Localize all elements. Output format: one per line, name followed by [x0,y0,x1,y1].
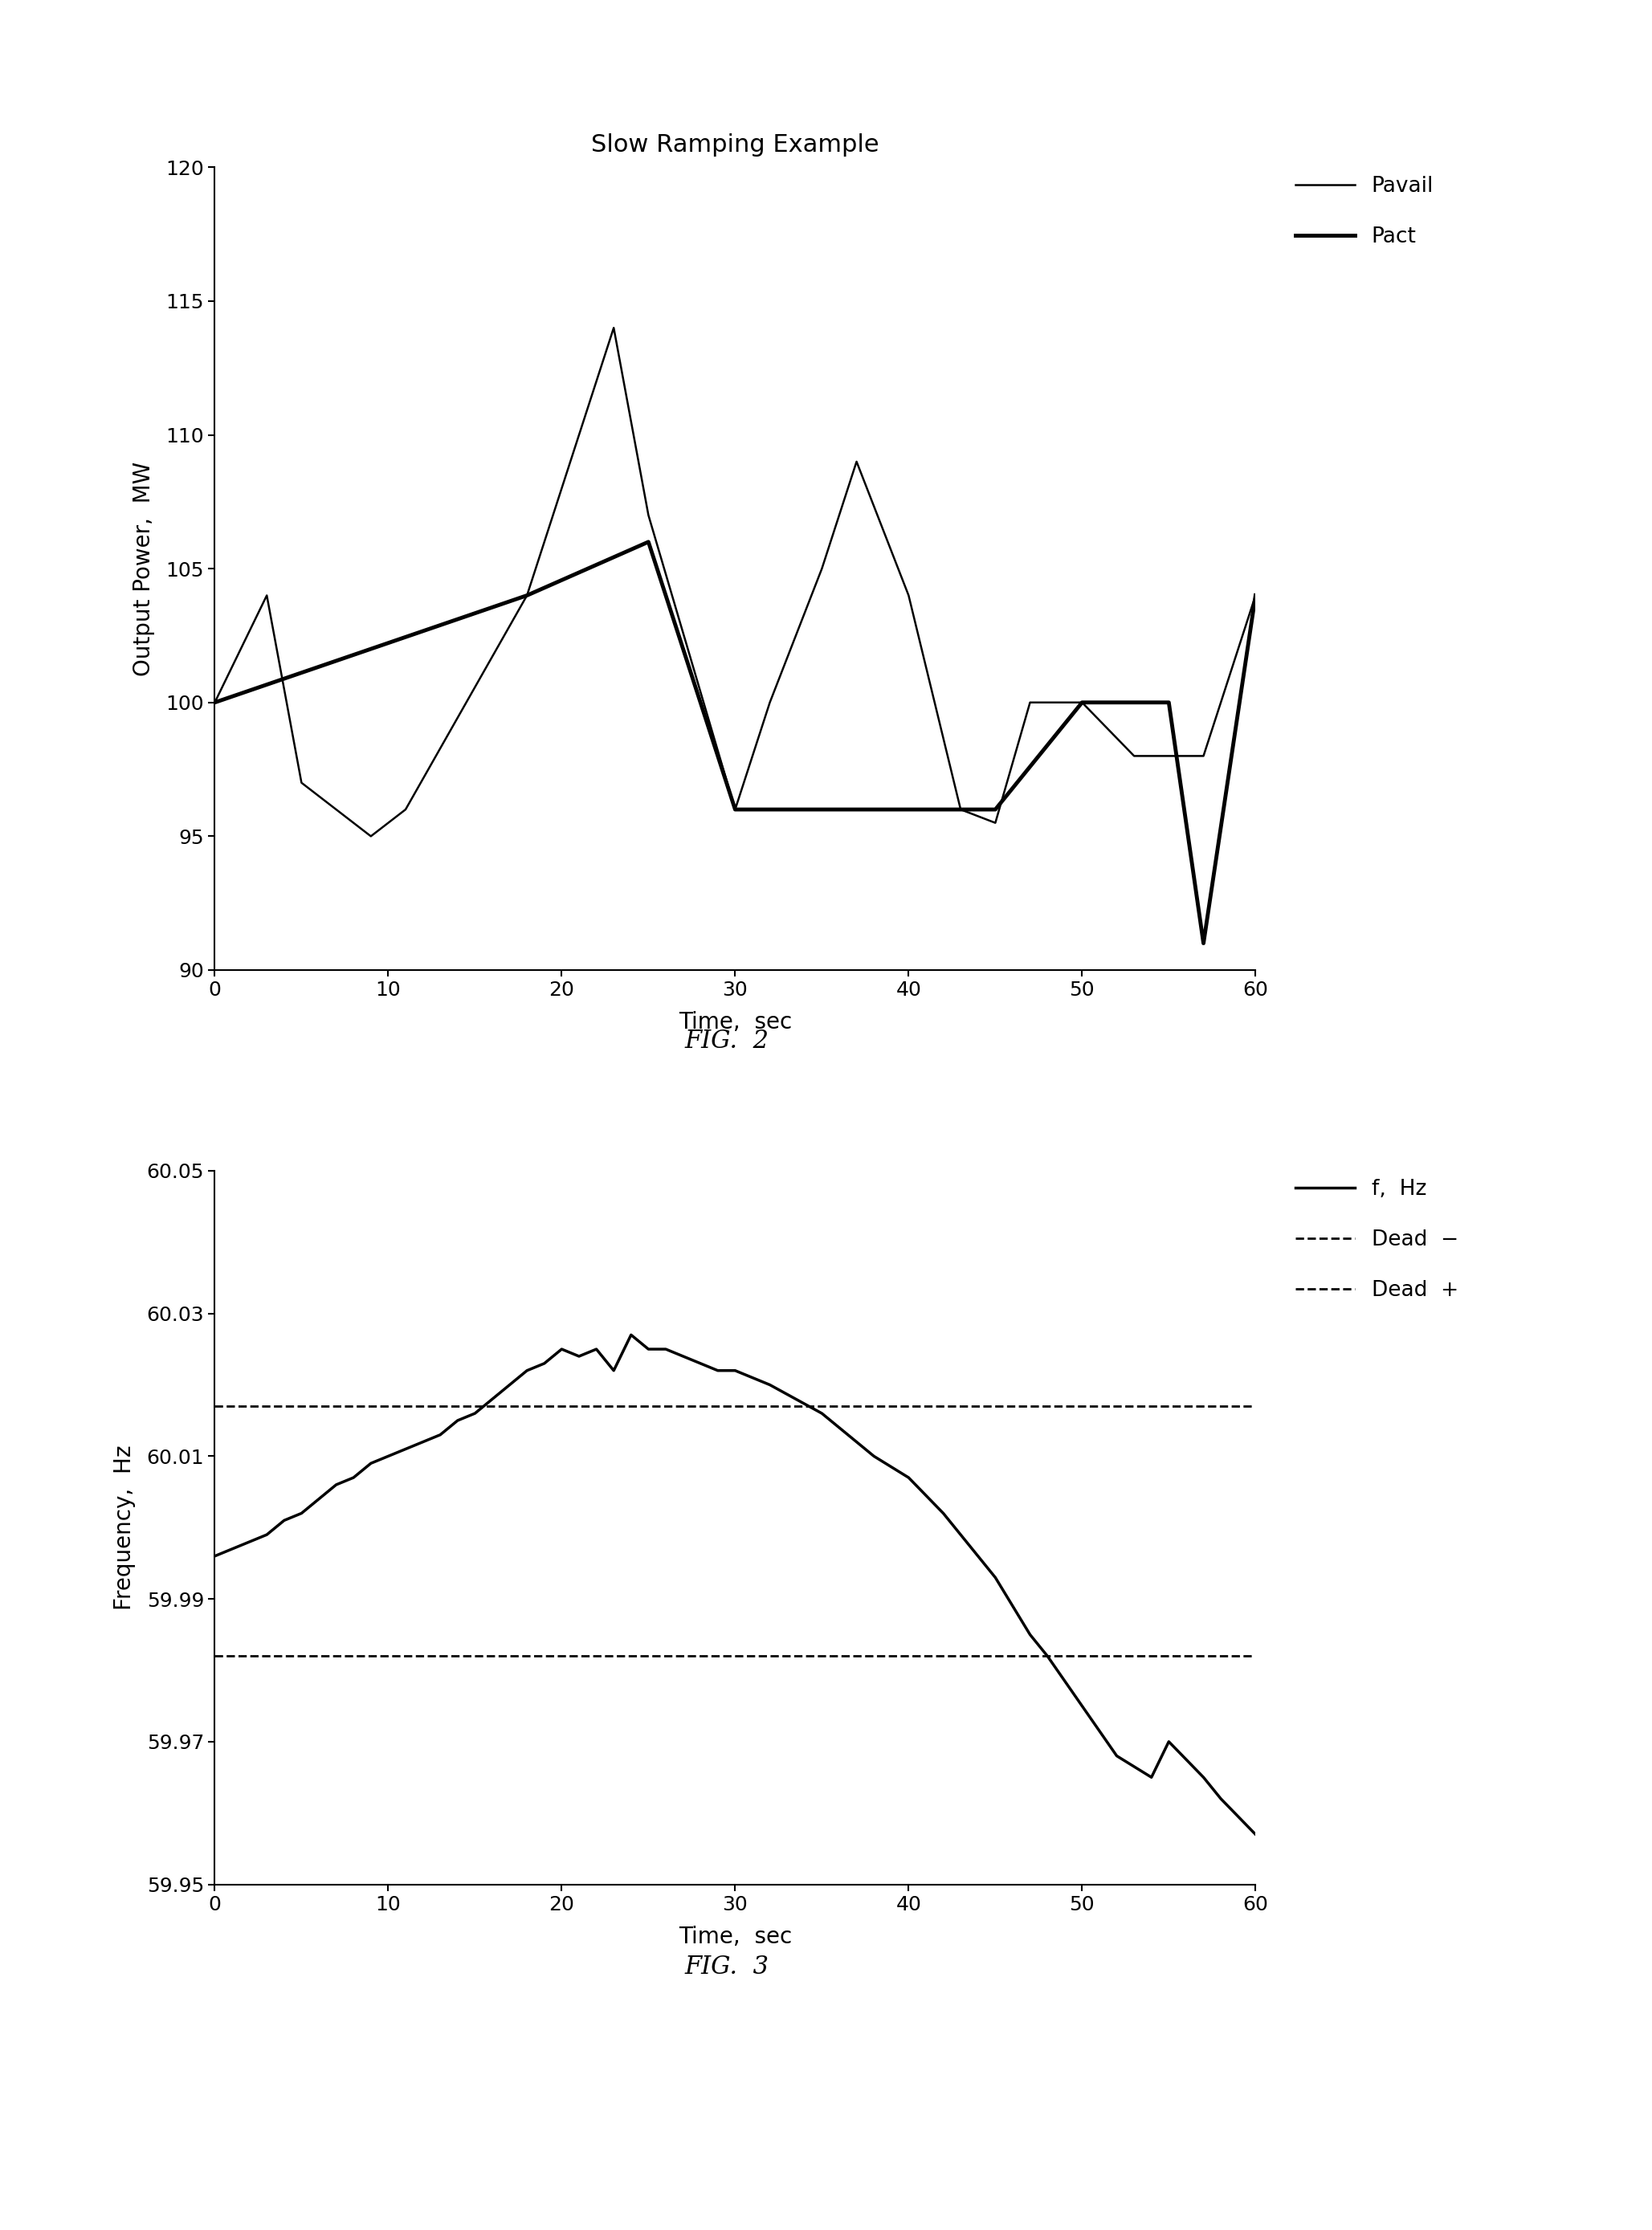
f,  Hz [291,1501,311,1528]
f,  Hz [985,1563,1004,1590]
f,  Hz [1211,1786,1231,1813]
f,  Hz [760,1371,780,1398]
f,  Hz [638,1336,657,1363]
Pact [205,689,225,716]
Pavail [760,689,780,716]
f,  Hz [725,1358,745,1385]
f,  Hz [535,1349,555,1376]
Line: Pact: Pact [215,542,1256,943]
Pact [1072,689,1092,716]
Pavail [950,796,970,823]
Pavail [725,796,745,823]
X-axis label: Time,  sec: Time, sec [679,1924,791,1947]
f,  Hz [274,1507,294,1534]
f,  Hz [1107,1742,1127,1768]
Pavail [360,823,380,850]
f,  Hz [605,1358,624,1385]
f,  Hz [707,1358,727,1385]
Pavail [846,448,866,475]
Legend: Pavail, Pact: Pavail, Pact [1287,167,1442,256]
f,  Hz [378,1443,398,1470]
f,  Hz [448,1407,468,1434]
f,  Hz [811,1400,831,1427]
f,  Hz [327,1472,347,1499]
Pavail [638,502,657,529]
Pavail [1072,689,1092,716]
f,  Hz [656,1336,676,1363]
f,  Hz [221,1536,243,1563]
Pact [725,796,745,823]
f,  Hz [1193,1764,1213,1791]
Pact [517,582,537,609]
f,  Hz [517,1358,537,1385]
f,  Hz [691,1349,710,1376]
f,  Hz [1158,1728,1178,1755]
Pavail [258,582,278,609]
f,  Hz [499,1371,519,1398]
Line: Pavail: Pavail [215,328,1256,836]
Pavail [1246,582,1265,609]
Pact [1158,689,1178,716]
f,  Hz [430,1421,449,1447]
Pavail [605,314,624,341]
f,  Hz [864,1443,884,1470]
Dead  − [221,1644,243,1670]
f,  Hz [205,1543,225,1570]
f,  Hz [933,1501,953,1528]
Pact [985,796,1004,823]
Pavail [517,582,537,609]
f,  Hz [1072,1693,1092,1719]
f,  Hz [258,1521,278,1548]
f,  Hz [413,1429,433,1456]
Title: Slow Ramping Example: Slow Ramping Example [591,134,879,156]
Pact [1246,582,1265,609]
f,  Hz [344,1465,363,1492]
Pavail [1019,689,1041,716]
Pavail [1123,743,1143,769]
Pavail [811,555,831,582]
Dead  − [205,1644,225,1670]
Y-axis label: Frequency,  Hz: Frequency, Hz [112,1445,135,1610]
f,  Hz [586,1336,606,1363]
f,  Hz [899,1465,919,1492]
Y-axis label: Output Power,  MW: Output Power, MW [132,462,155,676]
Pavail [985,809,1004,836]
Text: FIG.  2: FIG. 2 [684,1028,770,1055]
Pavail [327,796,347,823]
X-axis label: Time,  sec: Time, sec [679,1010,791,1032]
f,  Hz [396,1436,416,1463]
f,  Hz [1142,1764,1161,1791]
f,  Hz [482,1385,502,1412]
f,  Hz [568,1342,588,1369]
Pavail [396,796,416,823]
f,  Hz [466,1400,486,1427]
Dead  + [221,1394,243,1421]
Dead  + [205,1394,225,1421]
Text: FIG.  3: FIG. 3 [684,1953,770,1980]
f,  Hz [1019,1621,1041,1648]
Pavail [205,689,225,716]
f,  Hz [1037,1644,1057,1670]
Pact [638,529,657,555]
f,  Hz [552,1336,572,1363]
f,  Hz [1246,1822,1265,1849]
Pavail [899,582,919,609]
Pavail [291,769,311,796]
f,  Hz [621,1322,641,1349]
f,  Hz [674,1342,694,1369]
Line: f,  Hz: f, Hz [215,1336,1256,1835]
f,  Hz [360,1450,380,1476]
f,  Hz [240,1528,259,1554]
Legend: f,  Hz, Dead  −, Dead  +: f, Hz, Dead −, Dead + [1287,1171,1467,1309]
f,  Hz [309,1485,329,1512]
Pact [1193,930,1213,957]
Pavail [1193,743,1213,769]
